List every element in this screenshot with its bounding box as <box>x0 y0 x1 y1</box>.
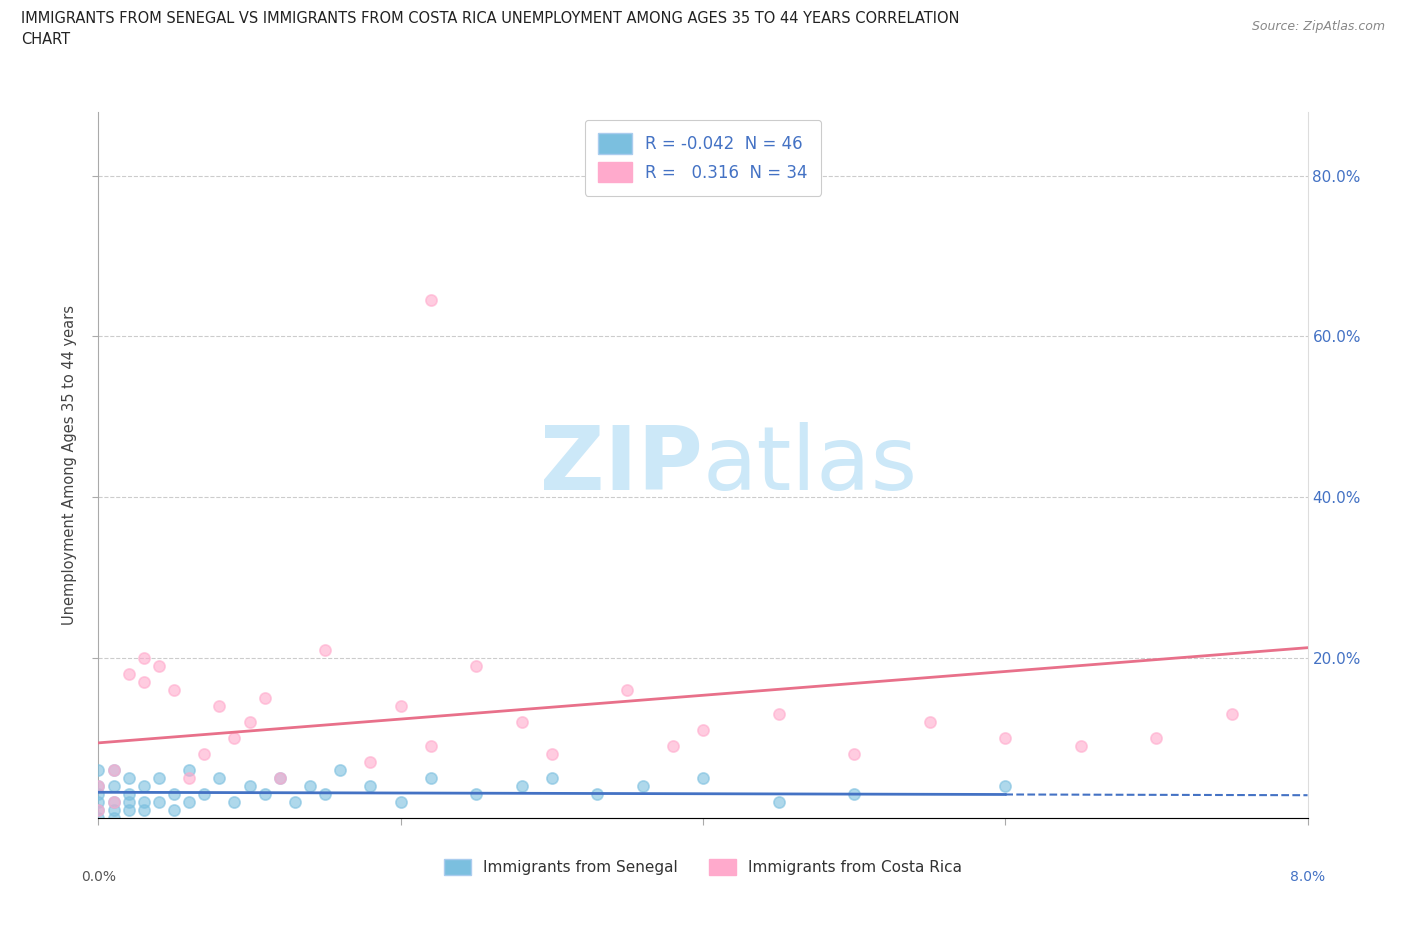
Point <box>1220 707 1243 722</box>
Point <box>148 771 170 786</box>
Point <box>179 763 201 777</box>
Point <box>253 690 276 705</box>
Point <box>132 778 155 793</box>
Point <box>314 787 336 802</box>
Point <box>103 795 125 810</box>
Point <box>103 763 125 777</box>
Text: atlas: atlas <box>703 421 918 509</box>
Point <box>616 683 638 698</box>
Text: 8.0%: 8.0% <box>1291 870 1324 884</box>
Point <box>540 771 562 786</box>
Point <box>179 771 201 786</box>
Point <box>420 293 443 308</box>
Point <box>132 795 155 810</box>
Point <box>132 650 155 665</box>
Point <box>239 778 262 793</box>
Point <box>284 795 307 810</box>
Point <box>918 714 941 729</box>
Point <box>103 778 125 793</box>
Point <box>87 811 110 826</box>
Point <box>692 723 714 737</box>
Point <box>314 643 336 658</box>
Point <box>844 787 866 802</box>
Point <box>465 658 488 673</box>
Point <box>208 771 231 786</box>
Point <box>87 787 110 802</box>
Point <box>118 803 141 817</box>
Point <box>768 707 790 722</box>
Point <box>389 795 412 810</box>
Point <box>239 714 262 729</box>
Y-axis label: Unemployment Among Ages 35 to 44 years: Unemployment Among Ages 35 to 44 years <box>62 305 77 625</box>
Point <box>103 803 125 817</box>
Point <box>132 674 155 689</box>
Text: IMMIGRANTS FROM SENEGAL VS IMMIGRANTS FROM COSTA RICA UNEMPLOYMENT AMONG AGES 35: IMMIGRANTS FROM SENEGAL VS IMMIGRANTS FR… <box>21 11 959 26</box>
Point <box>420 738 443 753</box>
Point <box>994 778 1017 793</box>
Point <box>103 795 125 810</box>
Point <box>631 778 654 793</box>
Point <box>87 778 110 793</box>
Point <box>465 787 488 802</box>
Point <box>148 658 170 673</box>
Point <box>193 787 215 802</box>
Point <box>510 714 533 729</box>
Point <box>193 747 215 762</box>
Point <box>692 771 714 786</box>
Point <box>1070 738 1092 753</box>
Text: CHART: CHART <box>21 32 70 46</box>
Point <box>420 771 443 786</box>
Legend: Immigrants from Senegal, Immigrants from Costa Rica: Immigrants from Senegal, Immigrants from… <box>437 853 969 882</box>
Point <box>163 803 186 817</box>
Point <box>994 731 1017 746</box>
Point <box>87 763 110 777</box>
Point <box>118 795 141 810</box>
Text: 0.0%: 0.0% <box>82 870 115 884</box>
Point <box>132 803 155 817</box>
Point <box>661 738 683 753</box>
Point <box>163 683 186 698</box>
Text: Source: ZipAtlas.com: Source: ZipAtlas.com <box>1251 20 1385 33</box>
Point <box>103 811 125 826</box>
Point <box>389 698 412 713</box>
Point <box>269 771 291 786</box>
Point <box>1146 731 1168 746</box>
Point <box>87 778 110 793</box>
Point <box>844 747 866 762</box>
Point <box>179 795 201 810</box>
Point <box>118 771 141 786</box>
Point <box>163 787 186 802</box>
Point <box>118 787 141 802</box>
Point <box>360 778 382 793</box>
Point <box>224 795 246 810</box>
Text: ZIP: ZIP <box>540 421 703 509</box>
Point <box>269 771 291 786</box>
Point <box>118 667 141 682</box>
Point <box>103 763 125 777</box>
Point <box>586 787 609 802</box>
Point <box>768 795 790 810</box>
Point <box>360 755 382 770</box>
Point <box>208 698 231 713</box>
Point <box>540 747 562 762</box>
Point <box>253 787 276 802</box>
Point <box>510 778 533 793</box>
Point <box>329 763 352 777</box>
Point <box>299 778 322 793</box>
Point <box>87 795 110 810</box>
Point <box>87 803 110 817</box>
Point <box>148 795 170 810</box>
Point <box>87 803 110 817</box>
Point <box>224 731 246 746</box>
